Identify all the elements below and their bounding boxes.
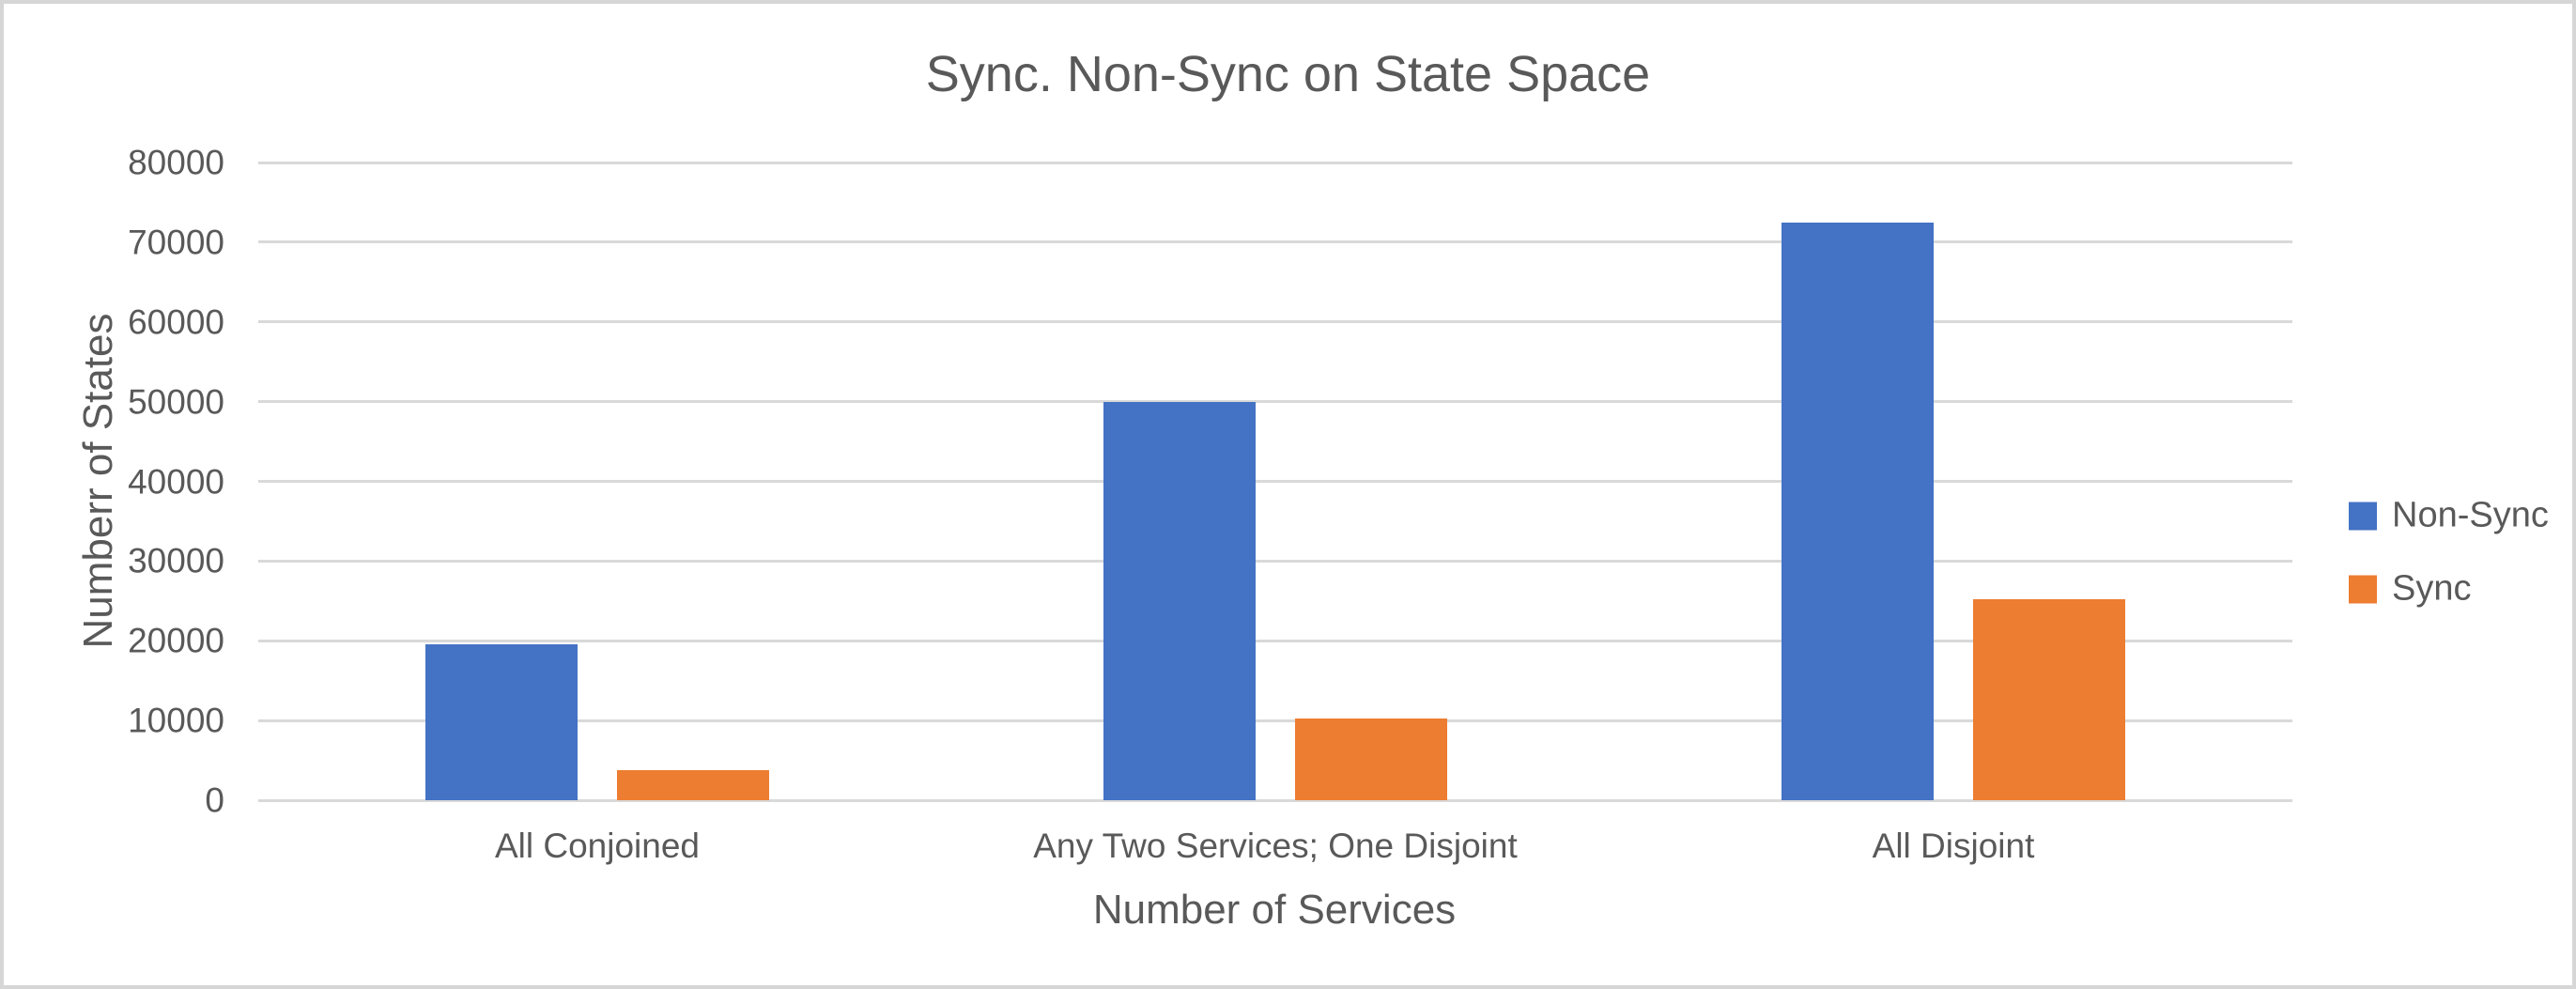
gridline-30000 xyxy=(258,559,2292,563)
gridline-80000 xyxy=(258,161,2292,164)
y-tick-label-60000: 60000 xyxy=(128,302,224,342)
x-category-label-all-conjoined: All Conjoined xyxy=(494,827,701,865)
legend-swatch-non-sync xyxy=(2349,502,2377,530)
y-tick-label-80000: 80000 xyxy=(128,143,224,182)
bar-non-sync-all-conjoined xyxy=(425,643,578,800)
y-tick-label-70000: 70000 xyxy=(128,223,224,262)
legend-label-non-sync: Non-Sync xyxy=(2392,495,2549,535)
gridline-20000 xyxy=(258,639,2292,642)
y-tick-label-0: 0 xyxy=(205,780,224,820)
y-tick-label-50000: 50000 xyxy=(128,382,224,422)
legend-entry-non-sync: Non-Sync xyxy=(2349,496,2549,536)
bar-non-sync-all-disjoint xyxy=(1782,222,1934,800)
gridline-40000 xyxy=(258,480,2292,483)
y-tick-label-10000: 10000 xyxy=(128,701,224,740)
y-tick-label-40000: 40000 xyxy=(128,462,224,501)
gridline-10000 xyxy=(258,719,2292,722)
legend-label-sync: Sync xyxy=(2392,568,2472,609)
y-tick-label-30000: 30000 xyxy=(128,541,224,580)
x-axis-title: Number of Services xyxy=(1092,887,1457,933)
bar-non-sync-any-two-services-one-disjoint xyxy=(1103,401,1256,800)
bar-sync-all-disjoint xyxy=(1973,599,2125,800)
gridline-0 xyxy=(258,798,2292,802)
x-category-label-all-disjoint: All Disjoint xyxy=(1872,827,2035,865)
gridline-60000 xyxy=(258,320,2292,324)
bar-sync-all-conjoined xyxy=(617,769,769,800)
chart-title: Sync. Non-Sync on State Space xyxy=(925,46,1651,102)
gridline-70000 xyxy=(258,240,2292,244)
legend-entry-sync: Sync xyxy=(2349,569,2471,610)
legend-swatch-sync xyxy=(2349,575,2377,603)
x-category-label-any-two-services-one-disjoint: Any Two Services; One Disjoint xyxy=(1033,827,1518,865)
bar-sync-any-two-services-one-disjoint xyxy=(1295,718,1447,800)
y-tick-label-20000: 20000 xyxy=(128,621,224,660)
gridline-50000 xyxy=(258,400,2292,404)
